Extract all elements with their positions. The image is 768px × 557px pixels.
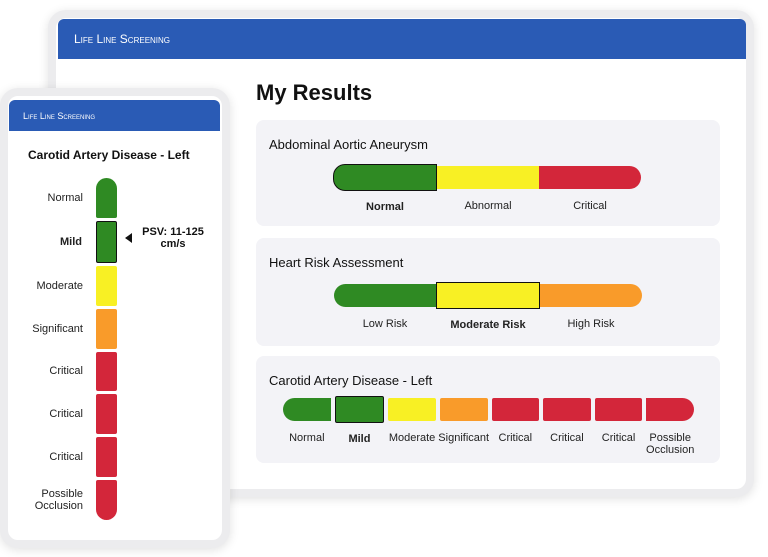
vertical-segment: Normal [48,178,117,218]
segment: High Risk [540,284,642,330]
segment-label: Moderate [388,432,436,444]
segment: Critical [594,398,643,444]
segment-label: Mild [60,235,82,248]
result-card: Heart Risk Assessment Low Risk Moderate Ri… [256,238,720,346]
vertical-segment: Critical [49,351,117,392]
segment: Normal [333,164,437,213]
vertical-segment: Critical [49,394,117,435]
segment-label: Critical [49,408,83,421]
segment-label: Critical [573,200,607,212]
segment-label: Significant [32,322,83,335]
segment-label: Possible Occlusion [646,432,695,456]
risk-bar: Normal Mild Moderate Significant Critical Cri… [283,396,694,456]
pointer-arrow [125,233,132,243]
segment: Critical [543,398,591,444]
segment-label: Mild [348,433,371,445]
logo: Life Line Screening [74,32,171,46]
vertical-segment: Critical [49,437,117,478]
mobile-title: Carotid Artery Disease - Left [28,148,190,162]
vertical-segment: Moderate [37,265,117,306]
card-title: Abdominal Aortic Aneurysm [269,137,428,152]
logo: Life Line Screening [23,110,96,121]
segment: Moderate [388,398,436,444]
segment: Critical [491,398,540,444]
segment-label: Normal [47,191,83,204]
segment: Low Risk [334,284,436,330]
segment-label: Low Risk [362,318,408,330]
desktop-header: Life Line Screening [58,19,746,59]
result-card: Abdominal Aortic Aneurysm Normal Abnormal C… [256,120,720,226]
segment: Normal [283,398,331,444]
segment-label: Critical [550,432,584,444]
segment: Critical [539,166,641,212]
pointer-text: PSV: 11-125 cm/s [142,226,204,250]
segment: Abnormal [437,166,539,212]
page-title: My Results [256,80,373,105]
segment-label: Critical [49,365,83,378]
mobile-header: Life Line Screening [9,100,220,131]
segment-label: Critical [498,432,533,444]
segment-label: Critical [601,432,636,444]
card-title: Carotid Artery Disease - Left [269,373,433,388]
segment-label: Significant [438,432,490,444]
segment: Mild [334,396,385,445]
vertical-segment: Possible Occlusion [35,480,117,520]
risk-bar: Normal Abnormal Critical [333,164,641,213]
segment-label: Normal [366,201,404,213]
result-card: Carotid Artery Disease - Left Normal Mild M… [256,356,720,463]
vertical-segment: Mild [60,220,117,263]
segment-label: Critical [49,451,83,464]
vertical-bar: Normal Mild Moderate Significant Critical Cri… [32,178,117,520]
segment-label: Normal [289,432,325,444]
segment-label: High Risk [567,318,615,330]
segment-label: Moderate [36,279,83,292]
card-title: Heart Risk Assessment [269,255,404,270]
vertical-segment: Significant [32,308,117,349]
risk-bar: Low Risk Moderate Risk High Risk [334,282,642,331]
segment: Significant [438,398,489,444]
segment-label: Moderate Risk [450,319,526,331]
segment: Possible Occlusion [646,398,694,456]
segment-label: Abnormal [464,200,512,212]
segment: Moderate Risk [436,282,540,331]
segment-label: Possible Occlusion [34,488,83,513]
